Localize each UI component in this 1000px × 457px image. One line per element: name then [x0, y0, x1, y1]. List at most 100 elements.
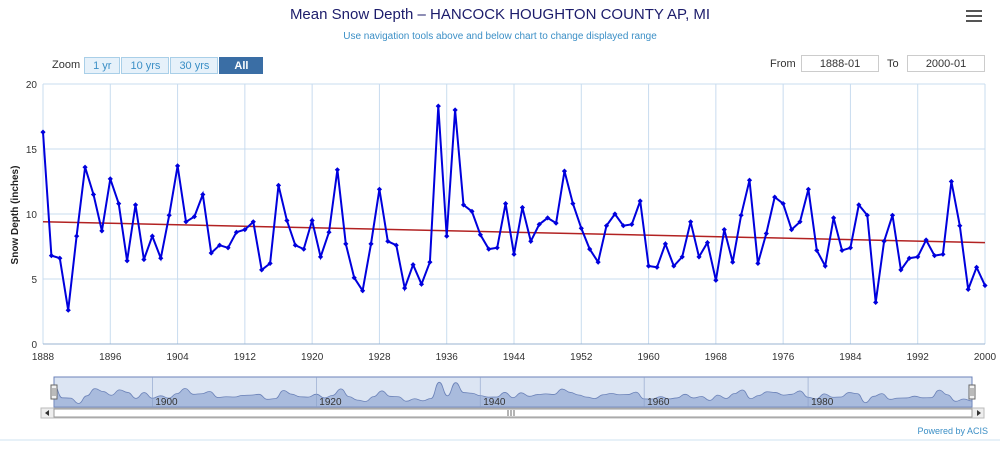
data-point — [149, 233, 155, 239]
data-point — [158, 255, 164, 261]
data-point — [629, 221, 635, 227]
x-tick-label: 1888 — [32, 352, 55, 363]
data-point — [688, 219, 694, 225]
x-tick-label: 2000 — [974, 352, 997, 363]
data-point — [637, 198, 643, 204]
data-point — [99, 228, 105, 234]
y-tick-label: 20 — [26, 80, 38, 91]
y-tick-label: 10 — [26, 210, 38, 221]
data-point — [906, 255, 912, 261]
data-point — [48, 253, 55, 259]
data-point — [82, 164, 88, 170]
data-point — [292, 242, 298, 248]
data-point — [166, 212, 172, 218]
data-point — [545, 215, 551, 221]
data-point — [873, 299, 879, 305]
data-point — [570, 201, 576, 207]
data-point — [587, 246, 593, 252]
data-point — [275, 182, 282, 188]
data-point — [763, 230, 769, 237]
data-point — [553, 220, 559, 226]
x-tick-label: 1912 — [234, 352, 257, 363]
data-point — [132, 202, 139, 208]
data-point — [385, 238, 391, 244]
data-point — [494, 245, 500, 251]
data-point — [368, 241, 374, 247]
data-point — [831, 215, 837, 221]
data-point — [418, 281, 425, 287]
data-point — [654, 264, 660, 270]
data-point — [183, 219, 189, 225]
to-label: To — [887, 58, 899, 70]
data-point — [174, 163, 181, 169]
data-point — [973, 264, 980, 270]
data-point — [116, 201, 122, 207]
data-point — [528, 238, 534, 244]
data-point — [427, 259, 433, 265]
navigator-handle — [50, 384, 58, 400]
from-date-input[interactable]: 1888-01 — [801, 55, 879, 72]
data-point — [965, 286, 971, 292]
data-point — [326, 229, 332, 235]
x-tick-label: 1976 — [772, 352, 795, 363]
data-point — [317, 254, 324, 260]
zoom-30yrs-button[interactable]: 30 yrs — [170, 56, 219, 74]
zoom-1yr-button[interactable]: 1 yr — [84, 56, 121, 74]
x-tick-label: 1952 — [570, 352, 593, 363]
data-point — [124, 258, 130, 264]
chart-title: Mean Snow Depth – HANCOCK HOUGHTON COUNT… — [289, 6, 711, 23]
zoom-10yrs-button[interactable]: 10 yrs — [121, 56, 170, 74]
data-point — [856, 202, 862, 208]
data-point — [755, 260, 761, 266]
data-point — [469, 208, 475, 214]
data-point — [267, 260, 273, 266]
x-tick-label: 1920 — [301, 352, 324, 363]
navigator-tick-label: 1960 — [647, 397, 670, 408]
data-point — [645, 263, 652, 269]
powered-by-link[interactable]: Powered by ACIS — [917, 426, 988, 436]
data-point — [805, 186, 811, 192]
zoom-label: Zoom — [52, 59, 81, 71]
data-point — [309, 217, 315, 224]
data-point — [704, 240, 711, 246]
data-point — [578, 225, 584, 231]
hamburger-menu-icon[interactable] — [966, 10, 982, 24]
chart-subtitle: Use navigation tools above and below cha… — [343, 31, 657, 42]
navigator[interactable]: 1900 1920 1940 1960 1980 — [0, 376, 1000, 441]
data-point — [217, 242, 223, 248]
data-point — [351, 275, 357, 281]
scroll-left-arrow-icon — [45, 410, 49, 416]
data-point — [696, 254, 702, 260]
data-point — [738, 212, 744, 218]
data-point — [721, 227, 727, 233]
navigator-tick-label: 1900 — [155, 397, 178, 408]
zoom-control: Zoom 1 yr 10 yrs 30 yrs All — [52, 56, 264, 74]
x-tick-label: 1984 — [839, 352, 862, 363]
to-date-input[interactable]: 2000-01 — [907, 55, 985, 72]
data-point — [343, 241, 349, 247]
data-point — [730, 259, 736, 265]
scroll-right-arrow-icon — [977, 410, 981, 416]
data-point — [233, 229, 240, 235]
navigator-area — [53, 381, 973, 408]
y-tick-label: 15 — [26, 145, 38, 156]
data-point — [200, 191, 206, 198]
data-point — [519, 204, 526, 211]
data-point — [208, 250, 214, 256]
data-point — [477, 232, 483, 238]
data-point — [511, 251, 517, 257]
navigator-tick-label: 1980 — [811, 397, 834, 408]
data-point — [452, 107, 458, 113]
trend-line — [42, 221, 986, 244]
data-point — [65, 307, 71, 313]
data-point — [90, 191, 97, 198]
data-point — [360, 288, 366, 294]
zoom-all-button[interactable]: All — [219, 56, 264, 74]
x-tick-label: 1904 — [166, 352, 189, 363]
data-point — [259, 267, 265, 273]
data-point — [595, 259, 601, 265]
data-point — [435, 103, 441, 109]
x-tick-label: 1992 — [907, 352, 930, 363]
data-point — [898, 267, 904, 273]
data-point — [57, 255, 63, 261]
